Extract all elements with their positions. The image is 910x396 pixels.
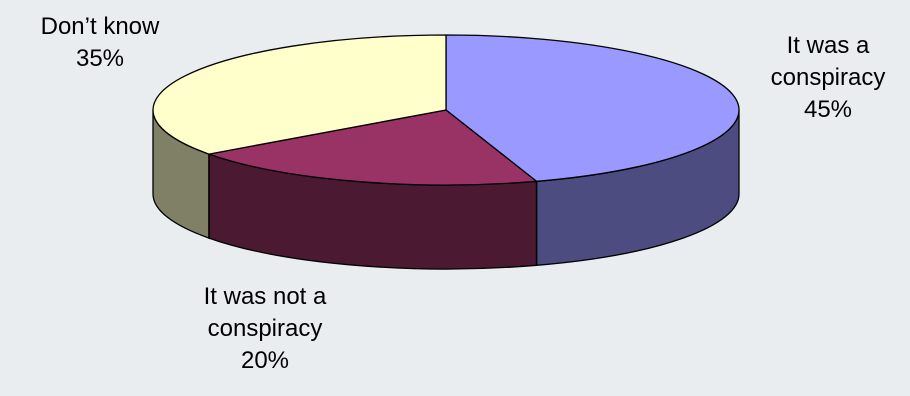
slice-label-conspiracy: It was a conspiracy 45% <box>748 30 908 126</box>
slice-label-line: It was not a <box>203 283 327 310</box>
slice-label-line: conspiracy <box>207 315 323 342</box>
pie-sides <box>152 109 740 270</box>
pie-tops <box>152 34 740 186</box>
slice-label-dont-know: Don’t know 35% <box>0 11 200 75</box>
slice-value-label: 35% <box>75 45 125 72</box>
slice-conspiracy-top <box>445 34 740 182</box>
slice-label-line: conspiracy <box>770 64 886 91</box>
slice-value-label: 45% <box>803 96 853 123</box>
slice-label-not-conspiracy: It was not a conspiracy 20% <box>175 281 355 377</box>
slice-label-line: Don’t know <box>40 13 160 40</box>
slice-not-conspiracy-top <box>208 109 538 186</box>
slice-label-line: It was a <box>786 32 870 59</box>
slice-dont-know-top <box>152 34 447 155</box>
slice-value-label: 20% <box>240 347 290 374</box>
